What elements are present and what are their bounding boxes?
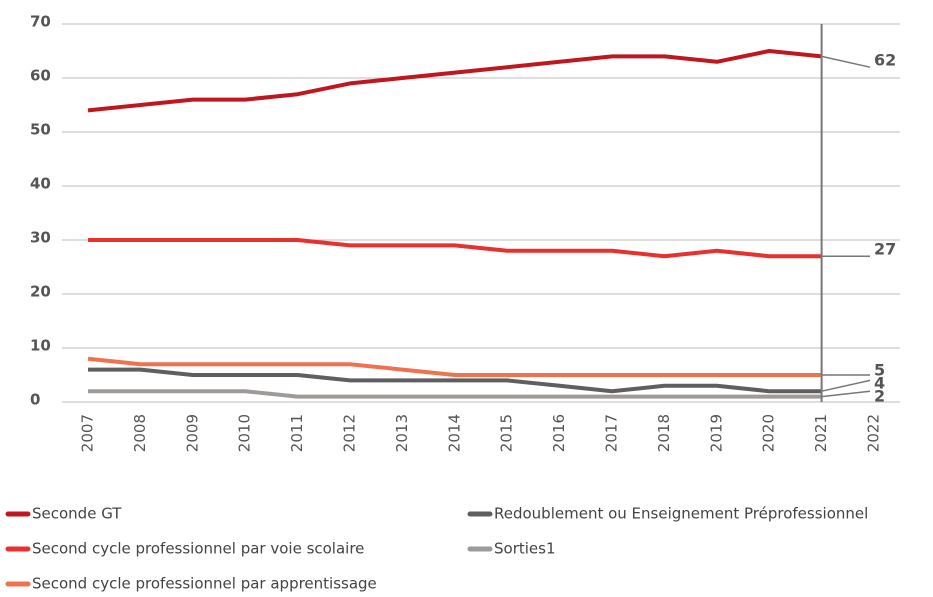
x-tick-label: 2012	[341, 414, 359, 452]
legend-label: Redoublement ou Enseignement Préprofessi…	[494, 505, 868, 523]
legend-label: Second cycle professionnel par apprentis…	[32, 575, 377, 593]
x-tick-label: 2019	[707, 414, 725, 452]
leader-line	[821, 55, 871, 68]
series-line	[87, 356, 822, 377]
legend-label: Seconde GT	[32, 505, 122, 523]
y-tick-label: 40	[30, 175, 51, 193]
x-tick-label: 2018	[655, 414, 673, 452]
y-tick-label: 50	[30, 121, 51, 139]
x-tick-label: 2011	[288, 414, 306, 452]
y-tick-label: 0	[30, 391, 40, 409]
end-label: 62	[874, 51, 896, 70]
end-label: 27	[874, 240, 896, 259]
end-label: 2	[874, 387, 885, 406]
series-line	[88, 389, 822, 399]
x-tick-label: 2015	[498, 414, 516, 452]
y-tick-label: 70	[30, 13, 51, 31]
x-tick-label: 2017	[603, 414, 621, 452]
series-line	[87, 49, 822, 113]
x-tick-label: 2014	[445, 414, 463, 452]
x-tick-label: 2013	[393, 414, 411, 452]
x-tick-label: 2010	[236, 414, 254, 452]
y-tick-label: 10	[30, 337, 51, 355]
legend-label: Second cycle professionnel par voie scol…	[32, 540, 364, 558]
leader-line	[821, 379, 871, 392]
leader-line	[821, 390, 871, 398]
end-label: 4	[874, 374, 885, 393]
y-tick-label: 30	[30, 229, 51, 247]
x-tick-label: 2009	[183, 414, 201, 452]
x-tick-label: 2016	[550, 414, 568, 452]
end-label: 5	[874, 361, 885, 380]
x-tick-label: 2007	[79, 414, 97, 452]
y-tick-label: 20	[30, 283, 51, 301]
x-tick-label: 2022	[865, 414, 883, 452]
legend-label: Sorties1	[494, 540, 556, 558]
y-tick-label: 60	[30, 67, 51, 85]
series-line	[88, 367, 822, 394]
x-tick-label: 2008	[131, 414, 149, 452]
x-tick-label: 2020	[760, 414, 778, 452]
series-line	[88, 238, 822, 259]
x-tick-label: 2021	[812, 414, 830, 452]
